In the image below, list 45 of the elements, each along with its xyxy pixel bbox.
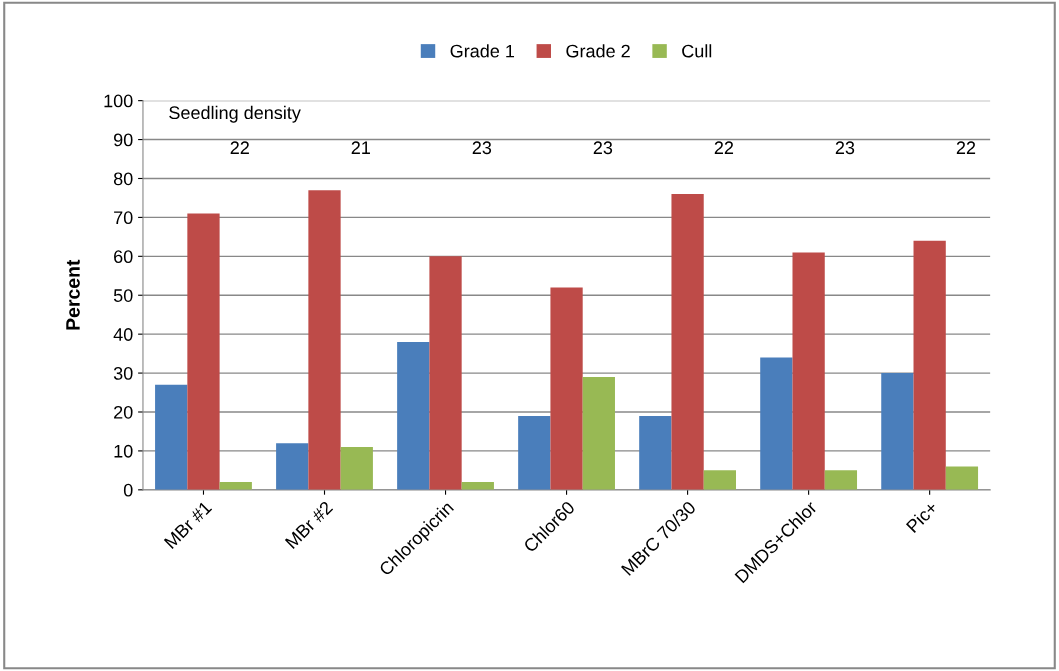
- y-tick-label: 30: [113, 367, 133, 380]
- legend-label: Grade 2: [566, 44, 630, 58]
- annotation: 21: [351, 141, 370, 154]
- bar: [397, 341, 430, 490]
- annotation: 23: [472, 141, 492, 155]
- y-tick-label: 10: [114, 444, 133, 458]
- bar: [276, 443, 309, 490]
- bar: [913, 240, 946, 490]
- y-axis-title: Percent: [66, 259, 80, 330]
- y-tick-label: 20: [114, 405, 133, 419]
- bar: [703, 470, 737, 490]
- annotation: 23: [835, 141, 855, 155]
- y-tick-label: 100: [104, 94, 133, 108]
- y-tick-label: 40: [113, 328, 133, 341]
- y-tick-label: 0: [123, 483, 133, 497]
- annotation: 22: [956, 141, 976, 154]
- y-tick-label: 50: [113, 289, 133, 302]
- x-tick-label: MBr #1: [163, 500, 213, 549]
- annotation: 23: [593, 141, 613, 155]
- bar: [945, 466, 979, 490]
- bar: [429, 256, 462, 490]
- bar: [340, 447, 373, 490]
- y-tick-label: 90: [114, 133, 133, 147]
- bar: [187, 213, 220, 490]
- bar: [155, 384, 188, 490]
- bar: [824, 470, 858, 490]
- x-tick-label: Pic+: [905, 500, 939, 534]
- bar: [308, 190, 341, 490]
- bar: [582, 376, 615, 490]
- bar: [671, 194, 704, 490]
- y-tick-label: 80: [113, 172, 133, 186]
- bar: [881, 373, 914, 490]
- y-tick-label: 70: [114, 211, 133, 225]
- legend-label: Cull: [682, 44, 712, 58]
- annotation: Seedling density: [169, 105, 301, 123]
- annotation: 22: [230, 141, 249, 154]
- bar: [760, 357, 793, 490]
- bar: [792, 252, 825, 490]
- x-tick-label: MBr #2: [284, 500, 334, 549]
- bar: [550, 287, 583, 490]
- bar: [639, 415, 672, 490]
- legend-label: Grade 1: [450, 44, 515, 58]
- annotation: 22: [714, 141, 734, 154]
- y-tick-label: 60: [114, 250, 133, 264]
- bar: [518, 415, 551, 490]
